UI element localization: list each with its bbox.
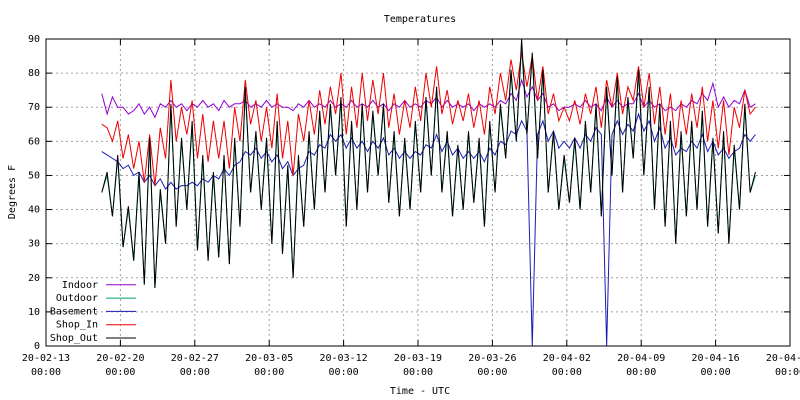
y-tick-label: 60 (28, 136, 40, 147)
y-tick-label: 90 (28, 34, 40, 45)
legend-label: Outdoor (56, 293, 98, 304)
y-tick-label: 40 (28, 205, 40, 216)
y-tick-label: 20 (28, 273, 40, 284)
series-line (101, 38, 756, 289)
chart-title: Temperatures (384, 14, 456, 25)
x-tick-label: 20-03-12 00:00 (319, 353, 368, 378)
y-tick-label: 10 (28, 307, 40, 318)
legend-label: Shop_In (56, 320, 98, 331)
y-axis-label: Degrees F (7, 165, 18, 219)
y-tick-label: 30 (28, 239, 40, 250)
x-tick-label: 20-03-05 00:00 (245, 353, 294, 378)
y-tick-label: 0 (34, 341, 40, 352)
series-line (101, 52, 756, 186)
series-line (101, 78, 756, 119)
x-tick-label: 20-03-26 00:00 (468, 353, 517, 378)
legend-label: Basement (50, 306, 98, 317)
x-tick-label: 20-04-09 00:00 (617, 353, 666, 378)
x-tick-label: 20-02-20 00:00 (96, 353, 145, 378)
legend-label: Indoor (62, 280, 98, 291)
x-tick-label: 20-04-23 00:00 (765, 353, 800, 378)
x-tick-label: 20-04-16 00:00 (691, 353, 740, 378)
x-axis-label: Time - UTC (390, 386, 450, 397)
x-tick-label: 20-03-19 00:00 (393, 353, 443, 378)
plot-frame (45, 38, 791, 347)
y-tick-label: 70 (28, 102, 40, 113)
legend-label: Shop_Out (50, 333, 98, 344)
x-tick-label: 20-04-02 00:00 (542, 353, 591, 378)
y-tick-label: 80 (28, 68, 40, 79)
y-tick-label: 50 (28, 170, 40, 181)
x-tick-label: 20-02-13 00:00 (21, 353, 71, 378)
x-tick-label: 20-02-27 00:00 (170, 353, 219, 378)
series-line (101, 45, 756, 289)
